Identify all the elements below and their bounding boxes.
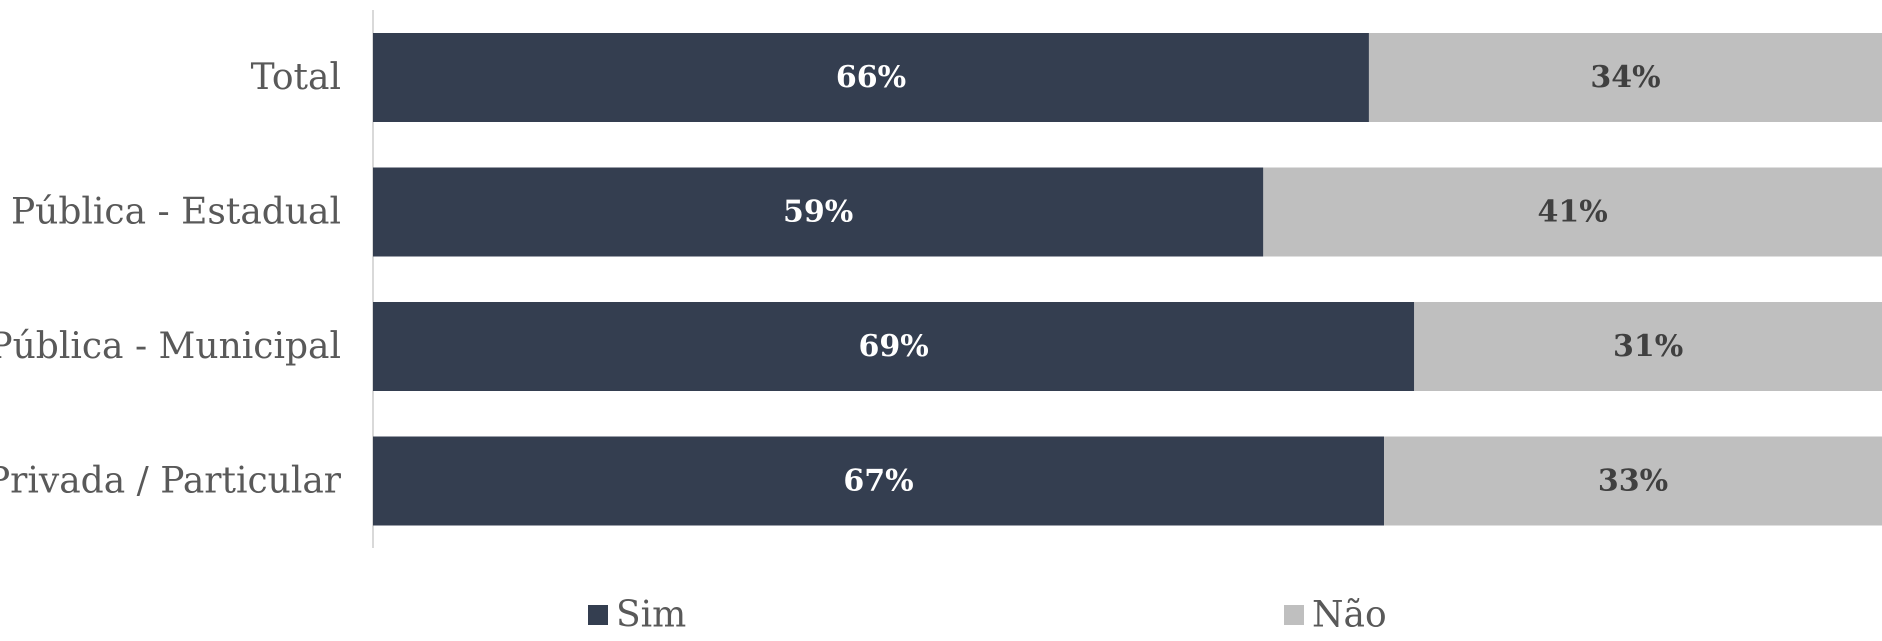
- bar-sim: [373, 33, 1369, 122]
- data-label: 59%: [783, 195, 853, 230]
- legend-label: Não: [1312, 595, 1387, 636]
- category-label: Total: [251, 57, 341, 98]
- data-label: 41%: [1538, 195, 1608, 230]
- data-label: 33%: [1598, 464, 1668, 499]
- data-label: 66%: [836, 60, 906, 95]
- data-label: 69%: [858, 329, 928, 364]
- bar-sim: [373, 436, 1385, 526]
- value-labels: 66% 34% 59% 41% 69% 31% 67% 33%: [783, 60, 1683, 499]
- bar-n-o: [1414, 302, 1882, 391]
- legend-swatch: [1284, 605, 1304, 625]
- category-labels: Total Pública - Estadual Pública - Municip…: [0, 57, 342, 502]
- bar-n-o: [1368, 33, 1882, 122]
- bar-n-o: [1263, 167, 1882, 257]
- category-label: Pública - Estadual: [11, 192, 341, 233]
- bar-sim: [373, 302, 1415, 391]
- data-label: 67%: [843, 464, 913, 499]
- data-label: 34%: [1590, 60, 1660, 95]
- legend-label: Sim: [616, 595, 686, 636]
- data-label: 31%: [1613, 329, 1683, 364]
- bar-sim: [373, 167, 1264, 257]
- bar-n-o: [1384, 436, 1882, 526]
- category-label: Privada / Particular: [0, 461, 342, 502]
- legend-swatch: [588, 605, 608, 625]
- category-label: Pública - Municipal: [0, 326, 341, 367]
- bars: [373, 33, 1882, 526]
- legend: Sim Não: [588, 595, 1387, 636]
